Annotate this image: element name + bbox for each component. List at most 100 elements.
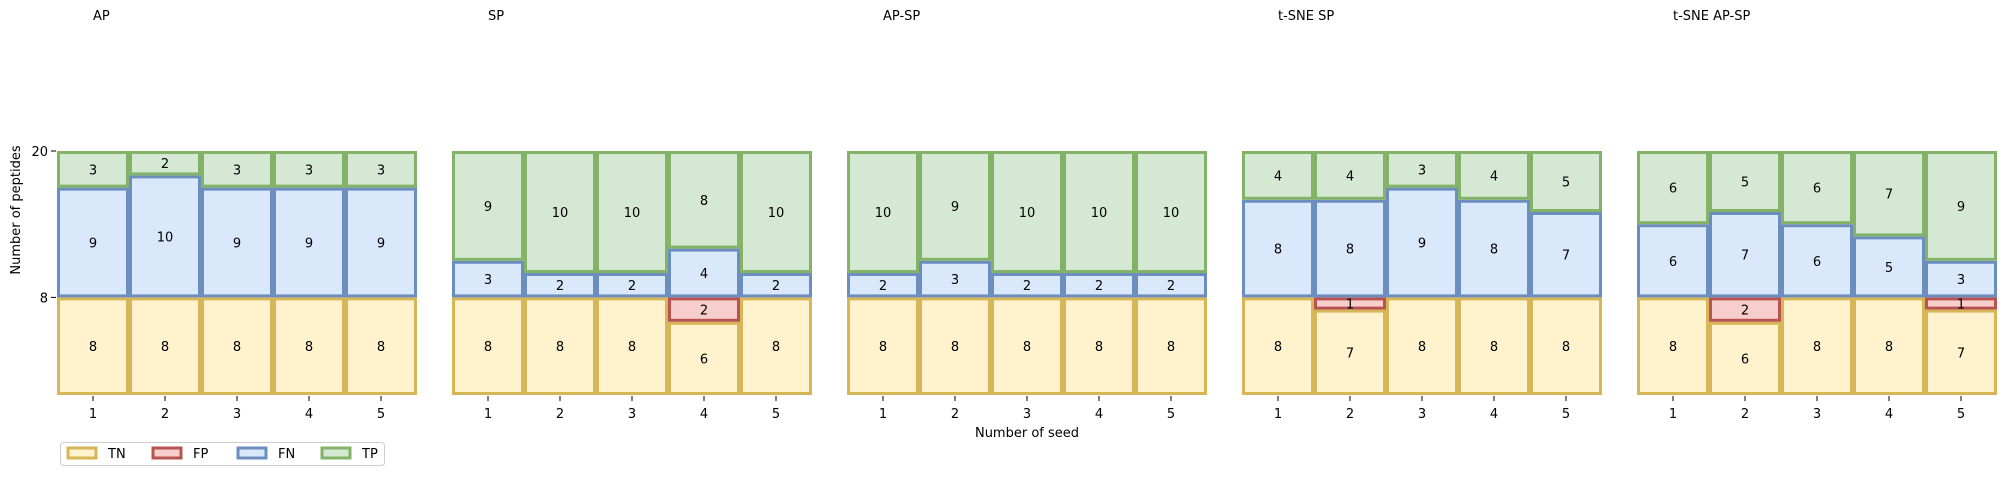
x-tick-label: 3 [628,407,636,422]
bar-segment-tp [1530,151,1602,212]
data-label: 8 [484,340,492,355]
bar-segment-tp [991,151,1063,273]
data-label: 8 [1669,340,1677,355]
x-tick-label: 2 [951,407,959,422]
data-label: 8 [1813,340,1821,355]
data-label: 1 [1957,298,1965,313]
data-label: 3 [89,163,97,178]
bar-segment-tn [668,321,740,395]
bar-segment-fp [1314,297,1386,310]
panel-title: AP-SP [883,9,920,24]
data-label: 9 [377,237,385,252]
x-axis-label: Number of seed [975,426,1079,441]
data-label: 8 [1346,243,1354,258]
x-tick-label: 2 [1741,407,1749,422]
x-tick-label: 5 [1167,407,1175,422]
data-label: 4 [1490,169,1498,184]
bar-segment-tn [273,297,345,395]
bar-segment-tp [668,151,740,249]
x-tick-label: 3 [1813,407,1821,422]
legend-swatch-tp [320,446,352,460]
bar-segment-tp [201,151,273,188]
bar-segment-tn [847,297,919,395]
panel-title: SP [488,9,504,24]
data-label: 3 [1418,163,1426,178]
bar-segment-tp [452,151,524,261]
bar-segment-fn [919,260,991,298]
data-label: 7 [1957,346,1965,361]
legend-swatch-tn [66,446,98,460]
x-tick-label: 3 [233,407,241,422]
x-tick-label: 1 [879,407,887,422]
bar-segment-tn [452,297,524,395]
data-label: 9 [233,237,241,252]
data-label: 4 [700,267,708,282]
x-tick-label: 1 [1669,407,1677,422]
data-label: 2 [1741,304,1749,319]
data-label: 2 [1167,279,1175,294]
x-tick-label: 2 [556,407,564,422]
data-label: 9 [89,237,97,252]
bar-segment-tp [273,151,345,188]
bar-segment-tn [1458,297,1530,395]
data-label: 8 [1274,340,1282,355]
bar-segment-fn [1709,212,1781,298]
bar-segment-fn [847,273,919,298]
bar-segment-fn [452,260,524,298]
x-tick-label: 2 [1346,407,1354,422]
data-label: 8 [233,340,241,355]
bar-segment-tp [847,151,919,273]
legend-swatch-fp [151,446,183,460]
data-label: 4 [1346,169,1354,184]
data-label: 8 [305,340,313,355]
bar-segment-fn [991,273,1063,298]
bar-segment-tn [345,297,417,395]
data-label: 6 [700,352,708,367]
bar-segment-tn [1314,309,1386,396]
bar-segment-tn [57,297,129,395]
data-label: 8 [700,194,708,209]
x-tick-label: 5 [772,407,780,422]
x-tick-label: 1 [484,407,492,422]
data-label: 6 [1813,255,1821,270]
data-label: 2 [628,279,636,294]
bar-segment-fn [740,273,812,298]
data-label: 6 [1669,182,1677,197]
data-label: 10 [624,206,641,221]
data-label: 2 [700,304,708,319]
bar-segment-fn [1925,260,1997,298]
x-tick-label: 5 [1562,407,1570,422]
data-label: 2 [772,279,780,294]
bar-segment-fn [57,187,129,298]
bar-segment-tn [1781,297,1853,395]
bar-segment-tp [1853,151,1925,237]
bar-segment-tp [1135,151,1207,273]
bar-segment-tn [740,297,812,395]
panel-title: t-SNE SP [1278,9,1334,24]
data-label: 2 [1023,279,1031,294]
bar-segment-tp [1925,151,1997,261]
bar-segment-tn [1709,321,1781,395]
data-label: 9 [305,237,313,252]
bar-segment-tn [1242,297,1314,395]
bar-segment-fn [1242,199,1314,298]
data-label: 7 [1741,249,1749,264]
bar-segment-tp [1386,151,1458,188]
bar-segment-fp [1709,297,1781,322]
bar-segment-fn [273,187,345,298]
bar-segment-fn [1458,199,1530,298]
bar-segment-tn [596,297,668,395]
data-label: 6 [1813,182,1821,197]
bar-segment-fn [596,273,668,298]
panel-title: AP [93,9,110,24]
bar-segment-tp [1637,151,1709,225]
data-label: 3 [233,163,241,178]
bar-segment-tn [1530,297,1602,395]
legend-label: TN [107,447,126,462]
bar-segment-tp [1314,151,1386,200]
x-tick-label: 4 [700,407,708,422]
data-label: 8 [1490,340,1498,355]
data-label: 8 [1095,340,1103,355]
data-label: 9 [1418,237,1426,252]
